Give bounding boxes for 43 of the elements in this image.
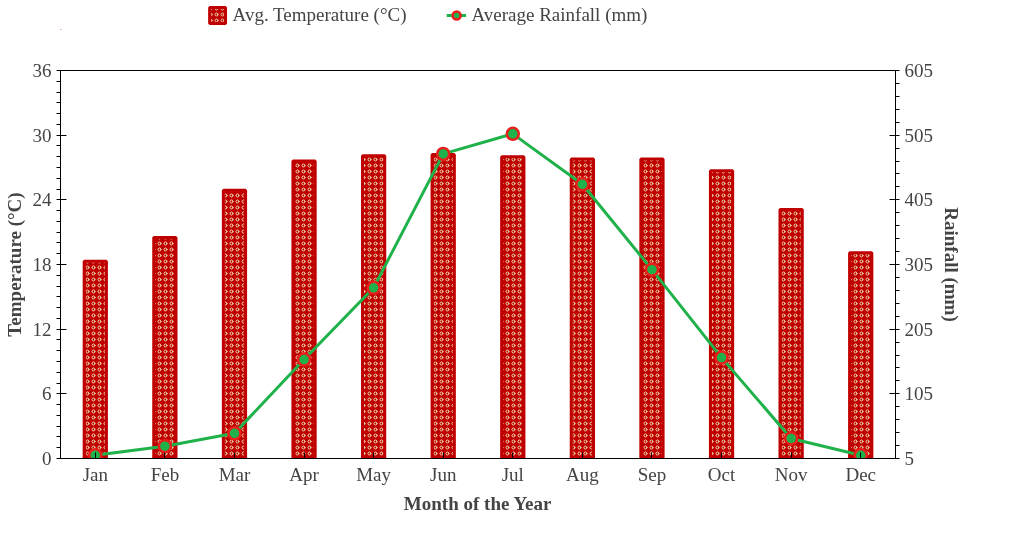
x-tick-label: Aug [566,463,600,485]
x-axis-title: Month of the Year [403,492,552,514]
y2-axis-title: Rainfall (mm) [940,207,962,322]
x-tick-label: Jun [430,463,457,485]
x-tick-label: Jul [501,463,524,485]
y2-tick-label: 605 [904,60,933,81]
x-tick-label: Sep [637,463,667,485]
x-tick-label: Dec [845,463,877,485]
y2-tick-label: 105 [904,383,933,405]
point [296,352,312,367]
y-tick-label: 6 [42,383,52,405]
y-tick-label: 18 [32,254,52,275]
point [714,350,729,365]
y2-tick-label: 5 [904,448,914,469]
point [435,146,451,162]
x-tick-label: Nov [774,463,808,485]
y-tick-label: 36 [32,60,52,81]
point [505,126,521,142]
x-tick-label: Feb [150,463,180,485]
legend-label: Avg. Temperature (°C) [232,4,407,26]
y2-tick-label: 505 [904,124,933,146]
y2-tick-label: 205 [904,318,933,340]
point [644,262,660,277]
point [157,438,173,454]
y-tick-label: 0 [42,448,52,469]
x-tick-label: May [356,463,392,485]
y-axis-title: Temperature (°C) [3,192,26,337]
y-tick-label: 30 [32,124,52,146]
y-tick-label: 12 [32,318,52,340]
x-tick-label: Jan [82,463,109,485]
y2-tick-label: 305 [904,254,933,275]
point [575,177,590,192]
point [853,448,868,459]
x-tick-label: Mar [218,463,251,485]
point [366,280,381,296]
point [88,448,103,459]
x-tick-label: Apr [289,463,320,485]
y2-tick-label: 405 [904,189,933,211]
x-tick-label: Oct [707,463,736,485]
point [227,426,242,441]
y-tick-label: 24 [32,189,52,211]
legend-label: Average Rainfall (mm) [471,4,648,26]
point [783,431,799,446]
